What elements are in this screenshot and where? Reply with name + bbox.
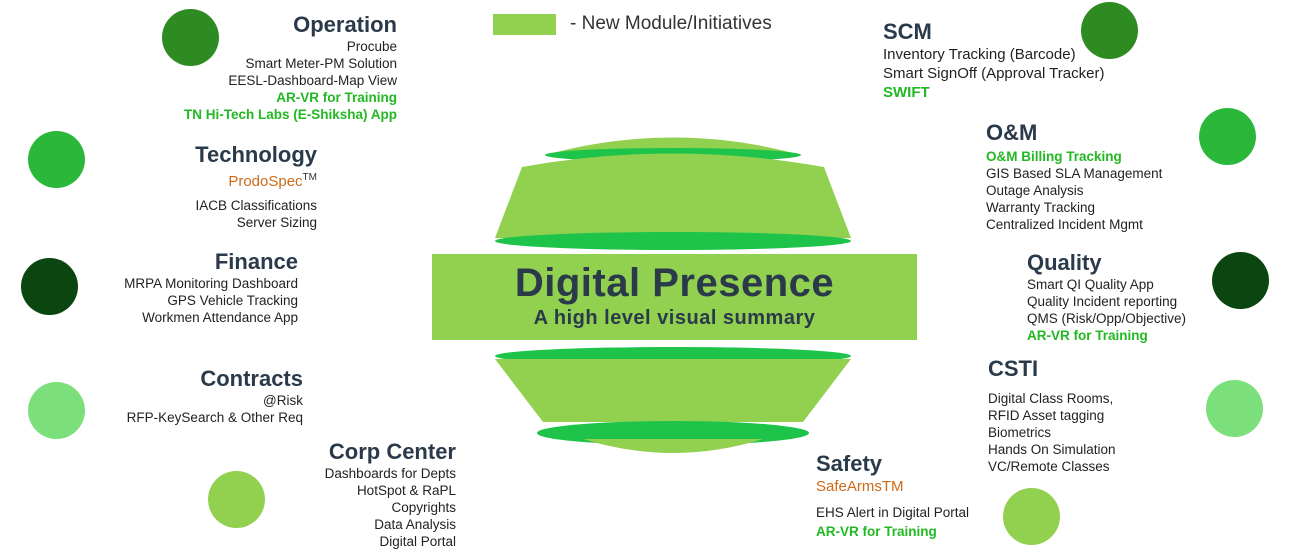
technology-product-name: ProdoSpec — [228, 173, 303, 190]
om-new-item: O&M Billing Tracking — [986, 149, 1122, 164]
center-subtitle: A high level visual summary — [533, 307, 816, 329]
csti-item: Hands On Simulation — [988, 442, 1116, 457]
operation-block: Operation Procube Smart Meter-PM Solutio… — [184, 12, 397, 123]
operation-title: Operation — [293, 12, 397, 37]
quality-new-item: AR-VR for Training — [1027, 328, 1148, 343]
finance-item: Workmen Attendance App — [142, 310, 298, 325]
scm-block: SCM Inventory Tracking (Barcode) Smart S… — [883, 19, 1104, 102]
operation-new-item: TN Hi-Tech Labs (E-Shiksha) App — [183, 107, 397, 122]
scm-new-item: SWIFT — [883, 84, 930, 101]
quality-item: Quality Incident reporting — [1027, 294, 1178, 309]
csti-item: Digital Class Rooms, — [988, 391, 1114, 406]
safety-block: Safety SafeArmsTM EHS Alert in Digital P… — [816, 451, 969, 540]
corp-center-item: HotSpot & RaPL — [356, 483, 456, 498]
quality-item: QMS (Risk/Opp/Objective) — [1027, 311, 1187, 326]
scm-item: Smart SignOff (Approval Tracker) — [883, 65, 1105, 82]
sphere-slice-bottom — [583, 439, 763, 453]
quality-block: Quality Smart QI Quality App Quality Inc… — [1027, 250, 1186, 344]
scm-circle — [1081, 2, 1138, 59]
om-item: Warranty Tracking — [986, 200, 1096, 215]
csti-block: CSTI Digital Class Rooms, RFID Asset tag… — [988, 356, 1116, 475]
safety-title: Safety — [816, 451, 883, 476]
quality-circle — [1212, 252, 1269, 309]
csti-circle — [1206, 380, 1263, 437]
om-item: Centralized Incident Mgmt — [986, 217, 1143, 232]
sphere-slice-upper — [495, 153, 851, 238]
corp-center-circle — [208, 471, 265, 528]
safety-product: SafeArmsTM — [816, 478, 904, 495]
operation-new-item: AR-VR for Training — [276, 90, 397, 105]
corp-center-item: Data Analysis — [374, 517, 456, 532]
sphere-slice-lower — [495, 359, 851, 422]
csti-item: Biometrics — [988, 425, 1052, 440]
sphere-ring-2 — [495, 232, 851, 250]
om-title: O&M — [986, 120, 1038, 145]
om-item: Outage Analysis — [986, 183, 1084, 198]
csti-title: CSTI — [988, 356, 1039, 381]
finance-item: MRPA Monitoring Dashboard — [124, 276, 298, 291]
technology-item: IACB Classifications — [195, 198, 317, 213]
contracts-item: @Risk — [263, 393, 303, 408]
operation-item: Smart Meter-PM Solution — [245, 56, 397, 71]
sliced-sphere-graphic — [495, 137, 851, 453]
safety-circle — [1003, 488, 1060, 545]
contracts-title: Contracts — [200, 366, 303, 391]
finance-circle — [21, 258, 78, 315]
scm-item: Inventory Tracking (Barcode) — [883, 46, 1076, 63]
scm-title: SCM — [883, 19, 932, 44]
center-banner: Digital Presence A high level visual sum… — [432, 254, 917, 340]
finance-block: Finance MRPA Monitoring Dashboard GPS Ve… — [124, 249, 298, 326]
corp-center-item: Dashboards for Depts — [324, 466, 456, 481]
contracts-item: RFP-KeySearch & Other Req — [126, 410, 303, 425]
om-block: O&M O&M Billing Tracking GIS Based SLA M… — [986, 120, 1162, 233]
corp-center-title: Corp Center — [328, 439, 456, 464]
technology-block: Technology ProdoSpecTM IACB Classificati… — [195, 142, 317, 231]
csti-item: RFID Asset tagging — [988, 408, 1105, 423]
operation-circle — [162, 9, 219, 66]
om-item: GIS Based SLA Management — [986, 166, 1163, 181]
operation-item: Procube — [346, 39, 397, 54]
technology-product: ProdoSpecTM — [195, 168, 317, 191]
technology-circle — [28, 131, 85, 188]
contracts-block: Contracts @Risk RFP-KeySearch & Other Re… — [127, 366, 303, 426]
corp-center-block: Corp Center Dashboards for Depts HotSpot… — [325, 439, 456, 550]
center-title: Digital Presence — [514, 261, 835, 305]
quality-title: Quality — [1027, 250, 1102, 275]
om-circle — [1199, 108, 1256, 165]
finance-item: GPS Vehicle Tracking — [167, 293, 298, 308]
safety-new-item: AR-VR for Training — [816, 524, 937, 539]
corp-center-item: Digital Portal — [379, 534, 456, 549]
trademark-mark: TM — [302, 172, 317, 183]
technology-item: Server Sizing — [236, 215, 317, 230]
legend-swatch — [493, 14, 556, 35]
safety-item: EHS Alert in Digital Portal — [816, 505, 970, 520]
operation-item: EESL-Dashboard-Map View — [228, 73, 397, 88]
csti-item: VC/Remote Classes — [988, 459, 1110, 474]
quality-item: Smart QI Quality App — [1027, 277, 1154, 292]
technology-title: Technology — [195, 142, 317, 167]
finance-title: Finance — [214, 249, 298, 274]
contracts-circle — [28, 382, 85, 439]
corp-center-item: Copyrights — [391, 500, 456, 515]
legend-text: - New Module/Initiatives — [570, 13, 772, 34]
